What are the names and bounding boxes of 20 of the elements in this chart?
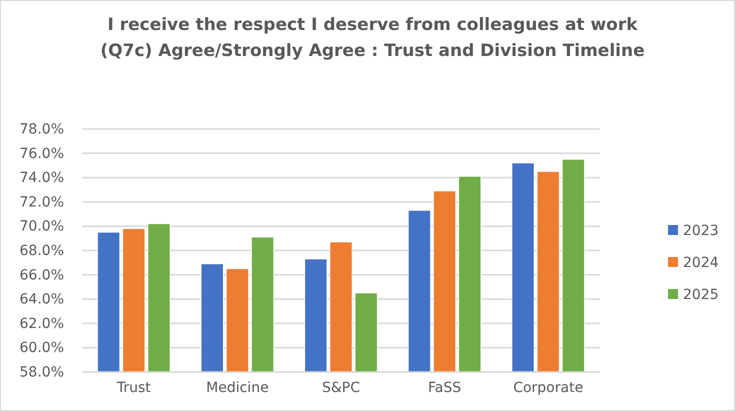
y-tick-label: 60.0% bbox=[20, 340, 64, 356]
chart-title: I receive the respect I deserve from colleagues at work (Q7c) Agree/Strongly Agree : Trust and Division Timeline bbox=[100, 15, 645, 61]
x-tick-label: Trust bbox=[116, 380, 152, 396]
y-tick-label: 62.0% bbox=[20, 316, 64, 332]
y-tick-label: 76.0% bbox=[20, 146, 64, 162]
x-tick-label: Medicine bbox=[206, 380, 269, 396]
y-tick-label: 64.0% bbox=[20, 292, 64, 308]
legend-label: 2025 bbox=[683, 287, 719, 303]
legend-label: 2023 bbox=[683, 223, 719, 239]
x-tick-label: Corporate bbox=[513, 380, 584, 396]
x-tick-label: S&PC bbox=[322, 380, 360, 396]
y-tick-label: 70.0% bbox=[20, 218, 64, 235]
y-tick-label: 78.0% bbox=[20, 121, 64, 138]
y-tick-label: 58.0% bbox=[20, 364, 64, 380]
x-tick-label: FaSS bbox=[428, 380, 462, 396]
y-tick-label: 72.0% bbox=[20, 194, 64, 210]
y-tick-label: 68.0% bbox=[20, 242, 64, 259]
y-tick-label: 66.0% bbox=[20, 267, 64, 284]
y-tick-label: 74.0% bbox=[20, 170, 64, 186]
legend-label: 2024 bbox=[683, 255, 719, 271]
